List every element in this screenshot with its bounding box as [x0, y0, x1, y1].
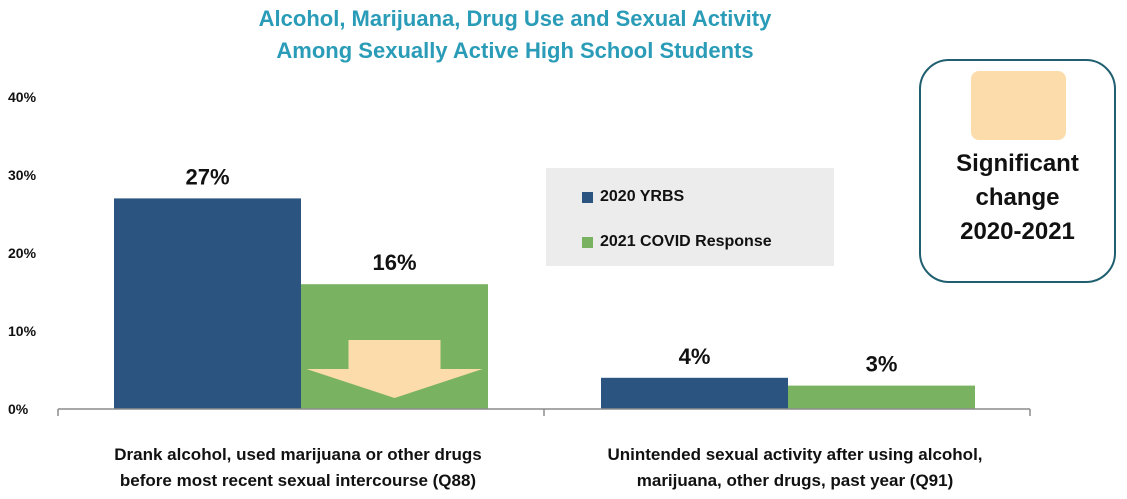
significance-line-3: 2020-2021	[960, 218, 1075, 245]
significance-line-1: Significant	[956, 150, 1079, 177]
chart-title-line-1: Alcohol, Marijuana, Drug Use and Sexual …	[258, 6, 772, 31]
y-tick-label: 30%	[8, 167, 37, 183]
bar-2020-yrbs-cat-1	[114, 198, 301, 409]
bar-2020-yrbs-cat-2	[601, 377, 788, 409]
legend-swatch-2020-yrbs	[582, 191, 593, 203]
x-category-label: Unintended sexual activity after using a…	[607, 445, 982, 464]
y-tick-label: 10%	[8, 323, 37, 339]
legend-item-2021-covid: 2021 COVID Response	[582, 233, 772, 251]
chart-title-line-2: Among Sexually Active High School Studen…	[276, 38, 754, 63]
data-label: 4%	[679, 344, 711, 369]
significance-swatch	[971, 71, 1066, 140]
legend-item-2020-yrbs: 2020 YRBS	[582, 188, 684, 206]
legend-label-2020-yrbs: 2020 YRBS	[600, 188, 685, 205]
legend-label-2021-covid: 2021 COVID Response	[600, 233, 772, 250]
significant-change-down-arrow	[306, 340, 483, 398]
y-tick-label: 40%	[8, 89, 37, 105]
data-label: 27%	[185, 164, 229, 189]
x-category-label: Drank alcohol, used marijuana or other d…	[114, 445, 481, 464]
y-tick-label: 0%	[8, 401, 29, 417]
significance-line-2: change	[975, 184, 1060, 211]
bar-2021-covid-cat-2	[788, 385, 975, 409]
y-tick-label: 20%	[8, 245, 37, 261]
significance-callout: Significant change 2020-2021	[919, 59, 1116, 283]
data-label: 16%	[372, 250, 416, 275]
x-category-label: before most recent sexual intercourse (Q…	[120, 471, 476, 490]
legend: 2020 YRBS 2021 COVID Response	[546, 168, 834, 266]
x-category-label: marijuana, other drugs, past year (Q91)	[637, 471, 953, 490]
legend-swatch-2021-covid	[582, 236, 593, 248]
significance-text: Significant change 2020-2021	[921, 147, 1114, 249]
data-label: 3%	[866, 352, 898, 377]
